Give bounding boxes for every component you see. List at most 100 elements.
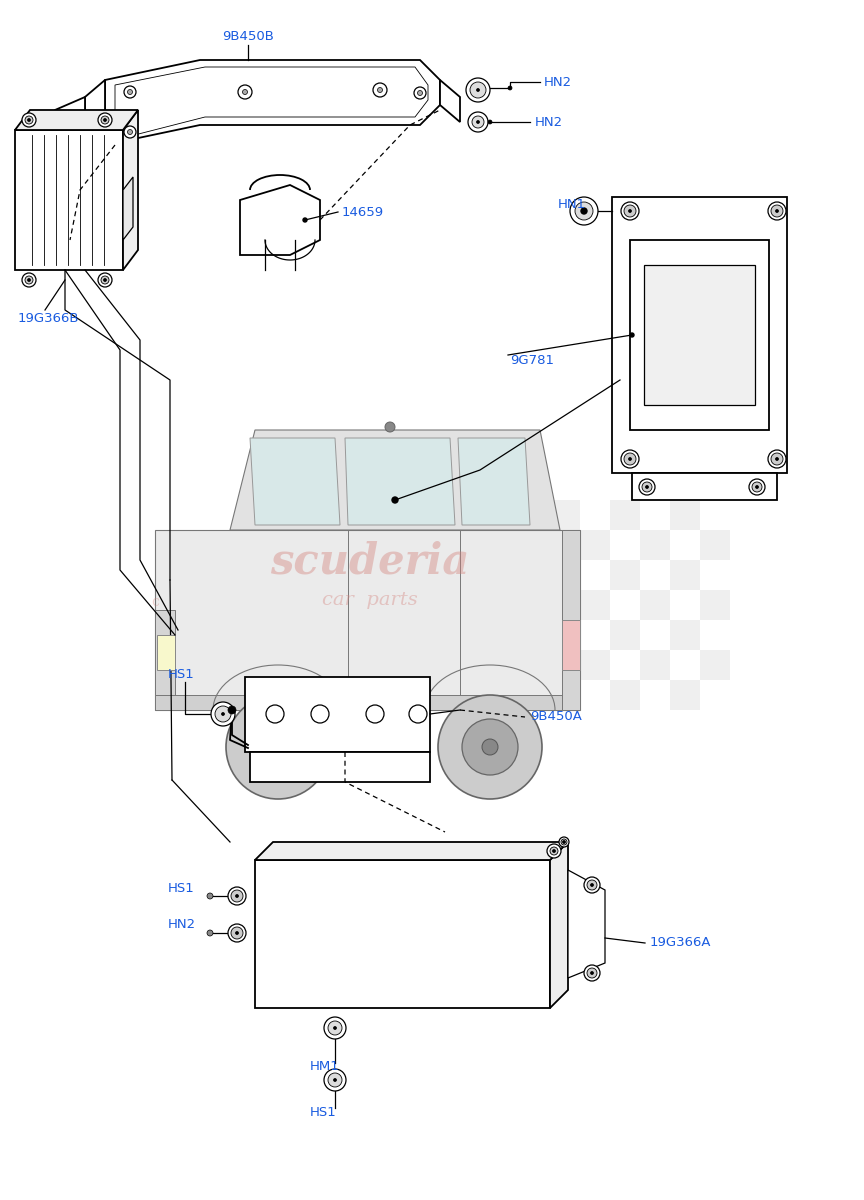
- Bar: [670, 620, 700, 650]
- Polygon shape: [562, 530, 580, 710]
- Polygon shape: [440, 80, 460, 122]
- Polygon shape: [630, 240, 769, 430]
- Circle shape: [552, 850, 556, 852]
- Circle shape: [238, 85, 252, 98]
- Bar: [550, 500, 580, 530]
- Text: 9B450A: 9B450A: [530, 710, 581, 724]
- Circle shape: [228, 706, 236, 714]
- Circle shape: [25, 276, 33, 284]
- Polygon shape: [458, 438, 530, 526]
- Circle shape: [768, 202, 786, 220]
- Circle shape: [771, 452, 783, 464]
- Bar: [610, 560, 640, 590]
- Circle shape: [228, 887, 246, 905]
- Circle shape: [392, 497, 398, 503]
- Polygon shape: [155, 530, 580, 710]
- Bar: [700, 650, 730, 680]
- Polygon shape: [255, 842, 568, 860]
- Circle shape: [575, 202, 593, 220]
- Bar: [550, 680, 580, 710]
- Circle shape: [334, 1079, 336, 1081]
- Polygon shape: [230, 430, 560, 530]
- Circle shape: [22, 113, 36, 127]
- Circle shape: [324, 1069, 346, 1091]
- Bar: [610, 500, 640, 530]
- Circle shape: [590, 972, 594, 974]
- Bar: [580, 590, 610, 620]
- Circle shape: [752, 482, 762, 492]
- Bar: [670, 680, 700, 710]
- Text: car  parts: car parts: [322, 590, 418, 608]
- Polygon shape: [550, 842, 568, 1008]
- Text: HM1: HM1: [310, 1060, 340, 1073]
- Circle shape: [590, 883, 594, 887]
- Circle shape: [562, 840, 566, 844]
- Bar: [550, 620, 580, 650]
- Circle shape: [417, 90, 422, 96]
- Circle shape: [311, 704, 329, 722]
- Bar: [640, 650, 670, 680]
- Text: HS1: HS1: [168, 882, 194, 894]
- Text: HN1: HN1: [558, 198, 586, 211]
- Circle shape: [128, 90, 132, 95]
- Polygon shape: [345, 438, 455, 526]
- Text: HS1: HS1: [310, 1106, 337, 1120]
- Circle shape: [470, 82, 486, 98]
- Circle shape: [645, 486, 649, 488]
- Polygon shape: [85, 80, 105, 162]
- Bar: [520, 530, 550, 560]
- Circle shape: [231, 926, 243, 938]
- Text: 19G366A: 19G366A: [650, 936, 711, 949]
- Circle shape: [468, 112, 488, 132]
- Text: 9B450B: 9B450B: [222, 30, 274, 43]
- Circle shape: [236, 931, 238, 935]
- Circle shape: [266, 704, 284, 722]
- Circle shape: [768, 450, 786, 468]
- Circle shape: [547, 844, 561, 858]
- Circle shape: [582, 210, 586, 212]
- Circle shape: [124, 86, 136, 98]
- Circle shape: [414, 86, 426, 98]
- Circle shape: [231, 890, 243, 902]
- Circle shape: [630, 332, 634, 337]
- Circle shape: [584, 877, 600, 893]
- Text: HN2: HN2: [168, 918, 196, 931]
- Circle shape: [550, 847, 558, 854]
- Circle shape: [488, 120, 492, 124]
- Text: HS1: HS1: [168, 667, 194, 680]
- Bar: [700, 530, 730, 560]
- Circle shape: [22, 272, 36, 287]
- Polygon shape: [250, 438, 340, 526]
- Circle shape: [561, 839, 567, 845]
- Circle shape: [25, 116, 33, 124]
- Polygon shape: [632, 473, 777, 500]
- Bar: [490, 560, 520, 590]
- Polygon shape: [123, 110, 138, 270]
- Circle shape: [243, 90, 247, 95]
- Polygon shape: [250, 752, 430, 782]
- Circle shape: [477, 120, 480, 124]
- Circle shape: [28, 119, 30, 121]
- Circle shape: [104, 278, 106, 282]
- Polygon shape: [568, 870, 605, 978]
- Circle shape: [236, 894, 238, 898]
- Circle shape: [215, 706, 231, 722]
- Circle shape: [334, 1026, 336, 1030]
- Circle shape: [328, 1073, 342, 1087]
- Bar: [520, 590, 550, 620]
- Polygon shape: [55, 97, 85, 175]
- Bar: [490, 500, 520, 530]
- Circle shape: [581, 208, 587, 214]
- Circle shape: [207, 893, 213, 899]
- Circle shape: [104, 119, 106, 121]
- Polygon shape: [157, 635, 175, 670]
- Circle shape: [755, 486, 759, 488]
- Circle shape: [378, 88, 383, 92]
- Bar: [640, 590, 670, 620]
- Text: 9G781: 9G781: [510, 354, 554, 366]
- Text: c: c: [151, 595, 159, 608]
- Circle shape: [250, 719, 306, 775]
- Circle shape: [324, 1018, 346, 1039]
- Circle shape: [303, 218, 307, 222]
- Circle shape: [587, 880, 597, 890]
